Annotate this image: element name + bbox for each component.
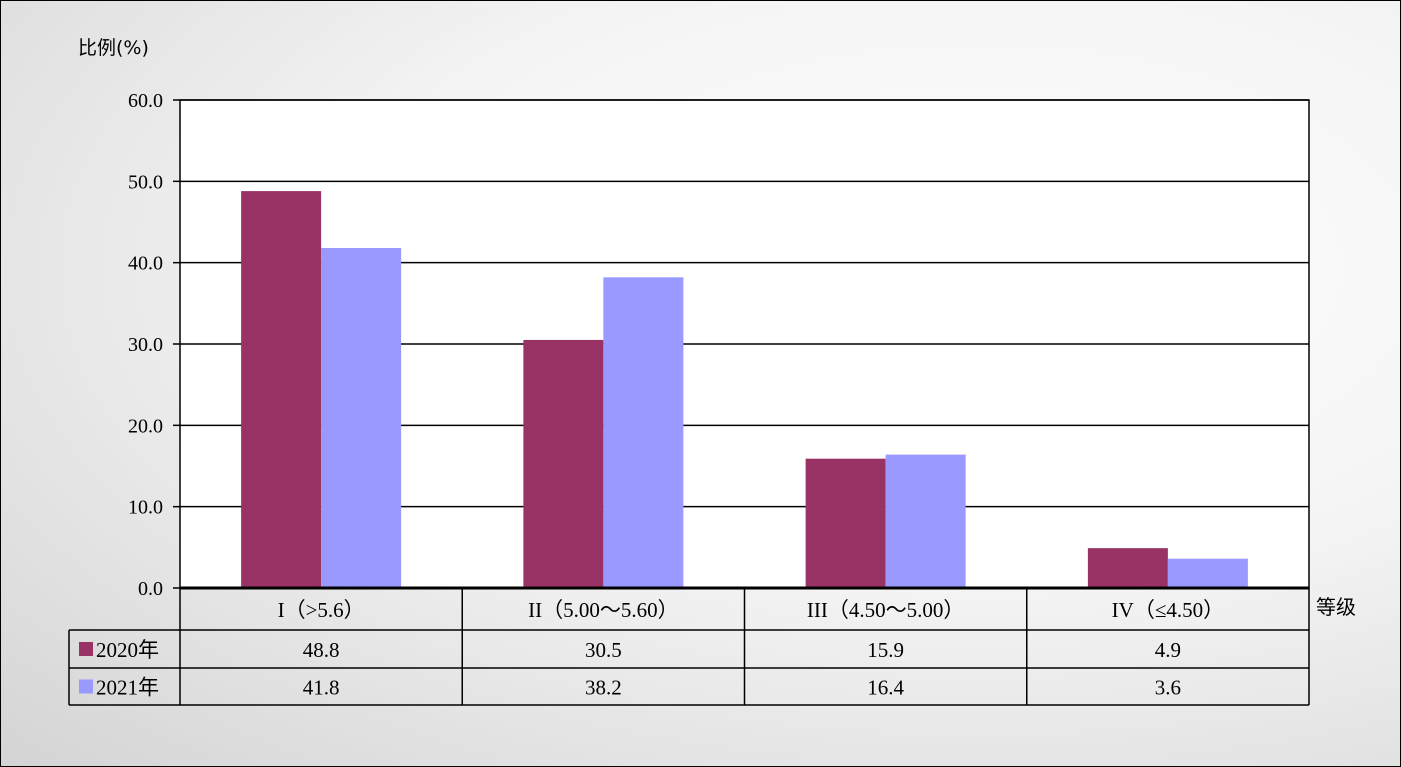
bar-2-3 bbox=[885, 454, 966, 588]
data-label: 15.9 bbox=[867, 638, 904, 662]
bar-1-1 bbox=[241, 191, 322, 589]
y-tick-label: 40.0 bbox=[128, 253, 163, 275]
y-tick-label: 30.0 bbox=[128, 334, 163, 356]
data-label: 41.8 bbox=[303, 676, 340, 700]
legend-key-1 bbox=[79, 642, 93, 656]
x-axis-label: 等级 bbox=[1316, 595, 1356, 619]
legend-key-2 bbox=[79, 679, 93, 694]
y-axis-label: 比例(%) bbox=[78, 37, 149, 59]
bar-2-1 bbox=[321, 248, 402, 588]
category-label: III（4.50～5.00） bbox=[807, 598, 964, 622]
bar-1-2 bbox=[523, 339, 604, 588]
bar-1-3 bbox=[805, 458, 886, 588]
y-tick-label: 10.0 bbox=[128, 497, 163, 519]
y-tick-label: 0.0 bbox=[138, 578, 163, 600]
data-label: 38.2 bbox=[585, 676, 622, 700]
y-tick-label: 60.0 bbox=[128, 90, 163, 112]
y-tick-label: 50.0 bbox=[128, 171, 163, 193]
plot-area: 0.0 10.0 20.0 30.0 40.0 50.0 60.0 I（>5.6） II（5.0… bbox=[68, 90, 1310, 706]
data-label: 16.4 bbox=[867, 676, 904, 700]
legend-series-name: 2020年 bbox=[96, 638, 159, 662]
data-label: 3.6 bbox=[1155, 676, 1181, 700]
legend-series-name: 2021年 bbox=[96, 676, 159, 700]
category-label: I（>5.6） bbox=[278, 598, 365, 622]
data-label: 48.8 bbox=[303, 638, 340, 662]
data-label: 30.5 bbox=[585, 638, 622, 662]
category-label: IV（≤4.50） bbox=[1112, 598, 1224, 622]
bar-1-4 bbox=[1087, 548, 1168, 588]
bar-2-4 bbox=[1167, 558, 1248, 588]
category-label: II（5.00～5.60） bbox=[528, 598, 679, 622]
bar-2-2 bbox=[603, 277, 684, 588]
data-label: 4.9 bbox=[1155, 638, 1181, 662]
y-tick-label: 20.0 bbox=[128, 415, 163, 437]
